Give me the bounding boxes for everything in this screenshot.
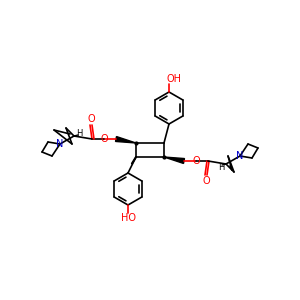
Text: HO: HO xyxy=(121,213,136,223)
Text: O: O xyxy=(202,176,210,186)
Text: N: N xyxy=(236,151,244,161)
Text: H: H xyxy=(218,163,224,172)
Text: N: N xyxy=(56,139,64,149)
Text: O: O xyxy=(192,156,200,166)
Polygon shape xyxy=(116,136,136,143)
Text: H: H xyxy=(76,128,82,137)
Text: OH: OH xyxy=(167,74,182,84)
Text: O: O xyxy=(87,114,95,124)
Text: O: O xyxy=(100,134,108,144)
Polygon shape xyxy=(164,157,184,164)
